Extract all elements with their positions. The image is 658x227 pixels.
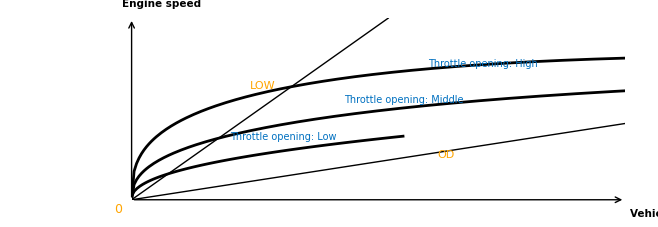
Text: LOW: LOW [250,81,276,91]
Text: 0: 0 [114,203,122,216]
Text: Vehicle speed: Vehicle speed [630,209,658,219]
Text: Throttle opening: Middle: Throttle opening: Middle [343,95,463,105]
Text: Engine speed: Engine speed [122,0,201,9]
Text: Throttle opening: Low: Throttle opening: Low [230,132,337,142]
Text: OD: OD [438,150,455,160]
Text: Throttle opening: High: Throttle opening: High [428,59,538,69]
